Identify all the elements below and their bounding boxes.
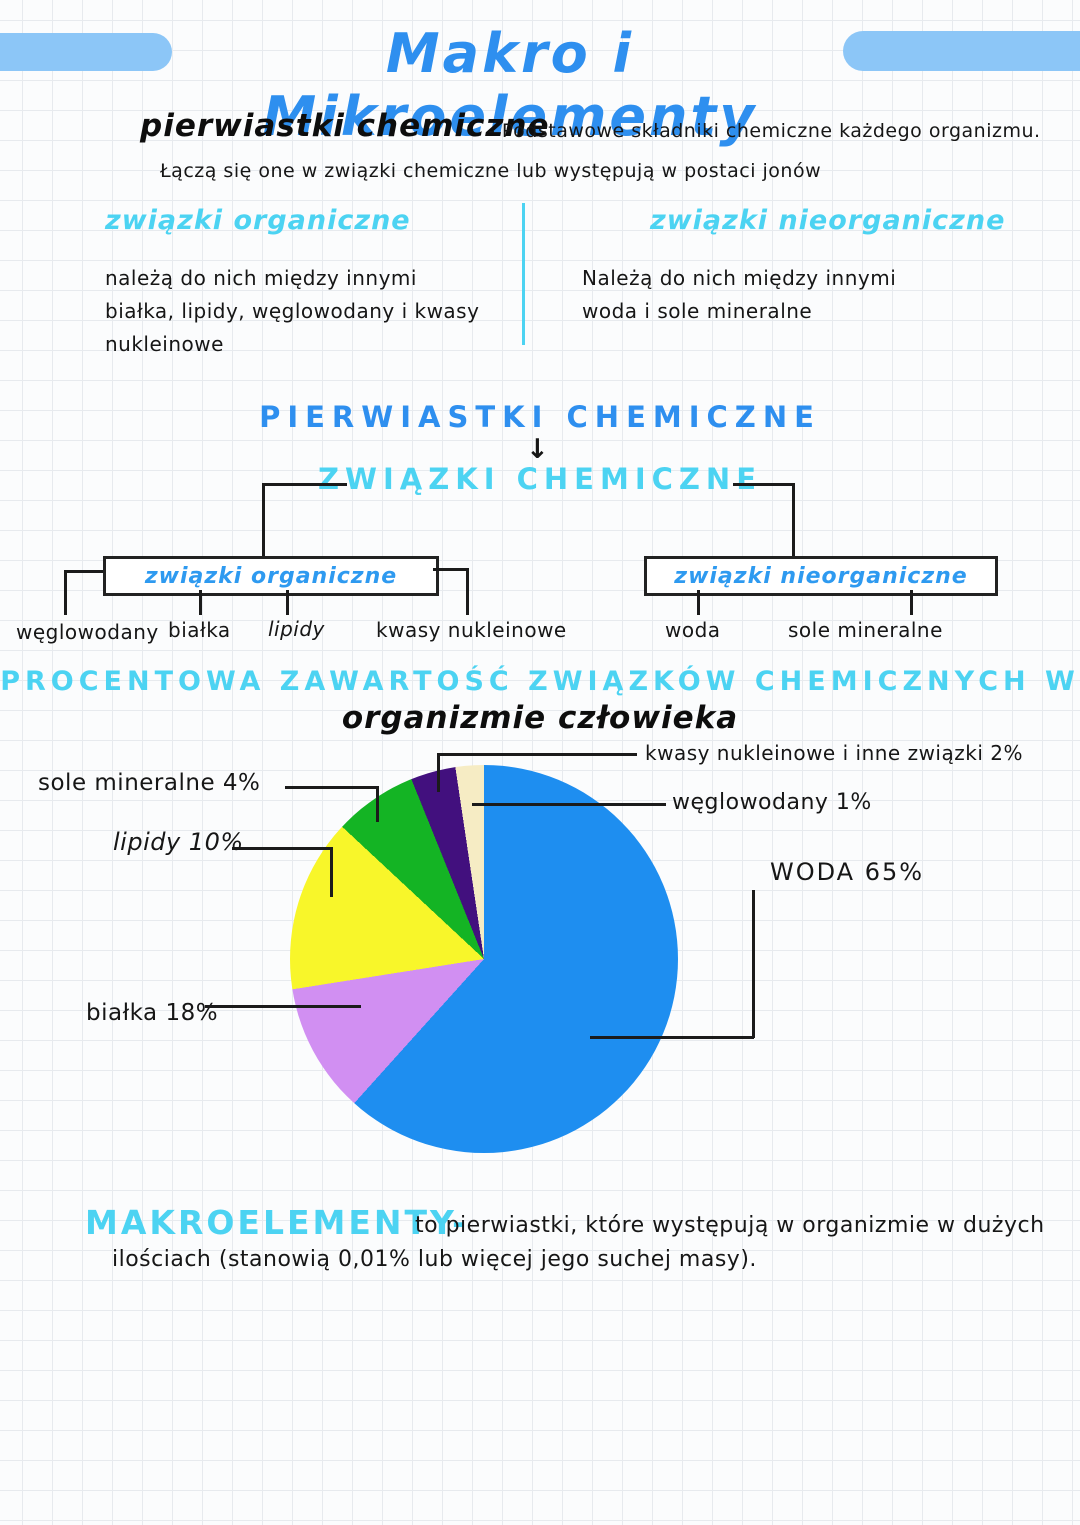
title-bar-left — [0, 33, 172, 71]
down-arrow-icon: ↓ — [526, 434, 549, 465]
tree-level2-label: ZWIĄZKI CHEMICZNE — [317, 462, 763, 496]
intro-term: pierwiastki chemiczne — [140, 108, 550, 144]
connector-woda-vertical — [697, 590, 700, 615]
leader-lipidy-vertical — [330, 847, 333, 897]
connector-right-horizontal — [733, 483, 795, 486]
leader-sole-horizontal — [285, 786, 378, 789]
connector-weglowodany-horizontal — [64, 570, 103, 573]
callout-lipidy: lipidy 10% — [113, 828, 244, 856]
organic-heading: związki organiczne — [105, 205, 411, 236]
organic-description-line2: białka, lipidy, węglowodany i kwasy — [105, 299, 480, 323]
footer-text-line1: to pierwiastki, które występują w organi… — [415, 1213, 1045, 1238]
callout-weglowodany: węglowodany 1% — [672, 790, 872, 815]
leader-weglowodany-horizontal — [472, 803, 666, 806]
leaf-lipidy: lipidy — [268, 617, 325, 641]
leader-woda-vertical — [752, 890, 755, 1038]
column-divider — [522, 203, 525, 345]
footer-term: MAKROELEMENTY- — [85, 1203, 469, 1242]
inorganic-heading: związki nieorganiczne — [650, 205, 1006, 236]
callout-bialka: białka 18% — [86, 1000, 219, 1026]
page-title: Makro i Mikroelementy — [262, 22, 758, 148]
chart-subtitle: organizmie człowieka — [341, 700, 739, 736]
leaf-bialka: białka — [168, 618, 231, 642]
inorganic-description-line1: Należą do nich między innymi — [582, 266, 897, 290]
leader-kwasy-vertical — [437, 754, 440, 792]
leaf-kwasy-nukleinowe: kwasy nukleinowe — [376, 618, 567, 642]
connector-weglowodany-vertical — [64, 570, 67, 615]
connector-left-horizontal — [262, 483, 347, 486]
connector-kwasy-vertical — [466, 568, 469, 615]
leaf-sole-mineralne: sole mineralne — [788, 618, 943, 642]
connector-sole-vertical — [910, 590, 913, 615]
leaf-weglowodany: węglowodany — [16, 620, 159, 644]
intro-line2: Łączą się one w związki chemiczne lub wy… — [160, 160, 822, 182]
connector-left-vertical — [262, 483, 265, 557]
title-bar-right — [843, 31, 1080, 71]
inorganic-box: związki nieorganiczne — [644, 556, 998, 596]
leader-sole-vertical — [376, 786, 379, 822]
intro-definition: - Podstawowe składniki chemiczne każdego… — [488, 120, 1041, 142]
leader-lipidy-horizontal — [232, 847, 332, 850]
inorganic-description: Należą do nich między innymi woda i sole… — [582, 262, 896, 328]
organic-description-line3: nukleinowe — [105, 332, 224, 356]
connector-kwasy-horizontal — [433, 568, 469, 571]
callout-kwasy-nukleinowe: kwasy nukleinowe i inne związki 2% — [645, 741, 1023, 765]
organic-description: należą do nich między innymi białka, lip… — [105, 262, 479, 361]
inorganic-box-label: związki nieorganiczne — [674, 563, 968, 589]
tree-root-label: PIERWIASTKI CHEMICZNE — [259, 400, 821, 434]
leaf-woda: woda — [665, 618, 721, 642]
callout-woda: WODA 65% — [770, 858, 925, 886]
organic-description-line1: należą do nich między innymi — [105, 266, 417, 290]
organic-box: związki organiczne — [103, 556, 439, 596]
chart-title: PROCENTOWA ZAWARTOŚĆ ZWIĄZKÓW CHEMICZNYC… — [0, 666, 1080, 697]
connector-bialka-vertical — [199, 590, 202, 615]
leader-kwasy-horizontal — [437, 753, 637, 756]
leader-woda-horizontal — [590, 1036, 754, 1039]
leader-bialka-horizontal — [205, 1005, 361, 1008]
footer-text-line2: ilościach (stanowią 0,01% lub więcej jeg… — [112, 1247, 757, 1272]
inorganic-description-line2: woda i sole mineralne — [582, 299, 813, 323]
connector-lipidy-vertical — [286, 590, 289, 615]
pie-chart — [290, 765, 678, 1153]
callout-sole-mineralne: sole mineralne 4% — [38, 770, 261, 796]
organic-box-label: związki organiczne — [144, 563, 398, 589]
connector-right-vertical — [792, 483, 795, 557]
